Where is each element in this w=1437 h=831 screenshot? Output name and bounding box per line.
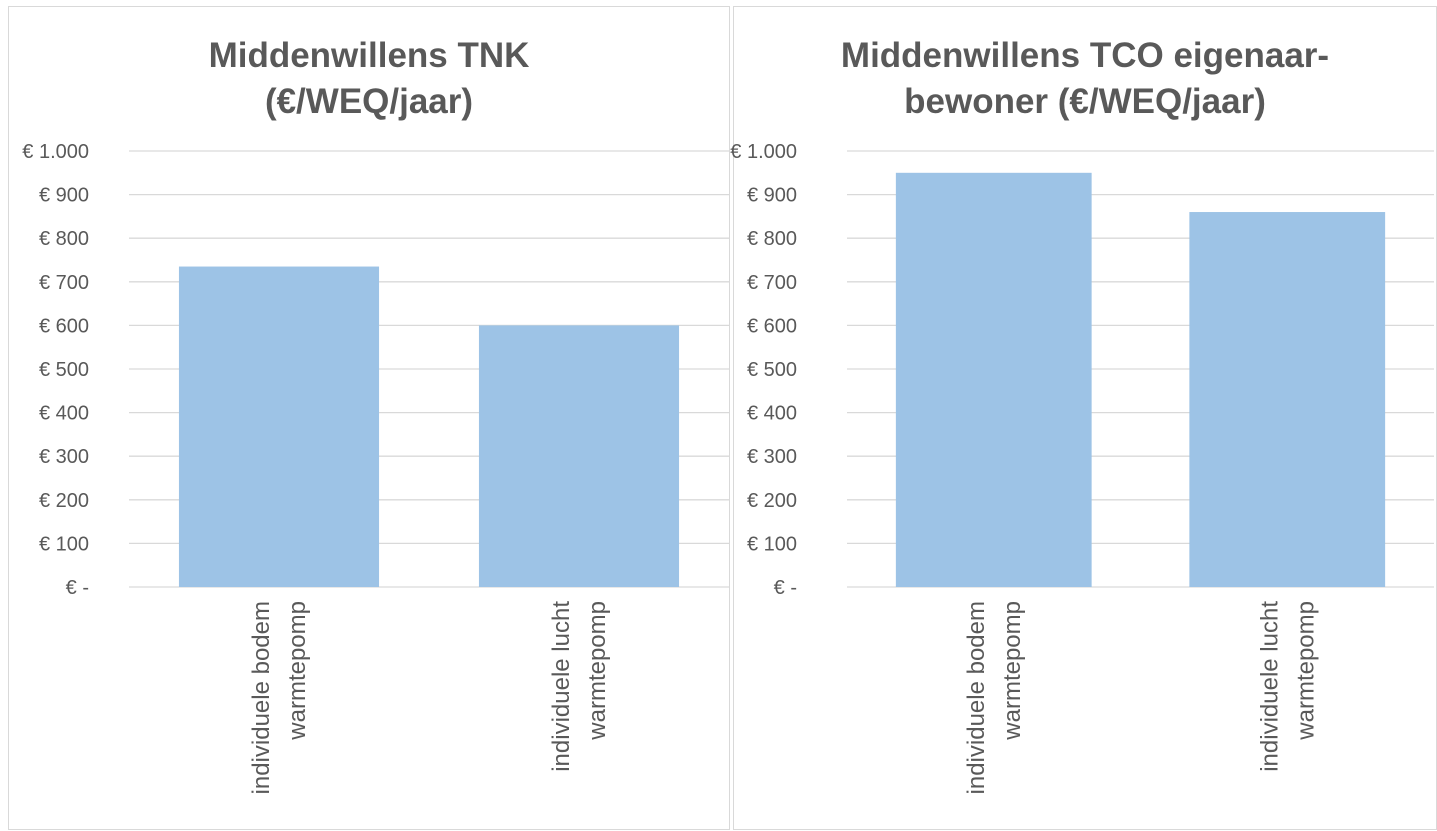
chart-title-line: bewoner (€/WEQ/jaar) — [904, 82, 1266, 121]
y-tick-label: € 100 — [747, 533, 797, 555]
x-category-label-line: individuele bodem — [963, 601, 990, 794]
y-tick-label: € 700 — [747, 272, 797, 294]
bar — [1189, 212, 1386, 588]
x-category-label: individuele lucht warmtepomp — [548, 601, 611, 772]
x-category-label-line: warmtepomp — [1292, 601, 1319, 741]
y-tick-label: € 1.000 — [730, 141, 797, 163]
x-category-label-line: individuele lucht — [1256, 601, 1283, 772]
y-tick-label: € 300 — [39, 446, 89, 468]
y-tick-label: € 400 — [747, 403, 797, 425]
chart-title-line: (€/WEQ/jaar) — [264, 82, 474, 121]
y-tick-label: € - — [66, 577, 89, 599]
y-tick-label: € 1.000 — [22, 141, 89, 163]
chart-title: Middenwillens TCO eigenaar- bewoner (€/W… — [734, 33, 1436, 125]
chart-title-line: Middenwillens TNK — [208, 36, 530, 75]
bar-chart-tco: € - € 100 € 200 € 300 € 400 € 500 € 600 € 700 € … — [730, 141, 1434, 794]
x-category-label: individuele bodem warmtepomp — [963, 601, 1026, 794]
y-tick-label: € 500 — [747, 359, 797, 381]
bar — [178, 266, 380, 587]
x-category-label-line: individuele lucht — [548, 601, 575, 772]
x-category-label: individuele bodem warmtepomp — [248, 601, 311, 794]
y-tick-label: € 400 — [39, 403, 89, 425]
chart-title: Middenwillens TNK (€/WEQ/jaar) — [9, 33, 729, 125]
y-tick-label: € 900 — [39, 185, 89, 207]
x-category-label-line: warmtepomp — [584, 601, 611, 741]
y-tick-label: € 700 — [39, 272, 89, 294]
x-category-label-line: individuele bodem — [248, 601, 275, 794]
y-tick-label: € 500 — [39, 359, 89, 381]
y-tick-label: € 600 — [39, 315, 89, 337]
y-tick-label: € - — [774, 577, 797, 599]
y-tick-label: € 800 — [39, 228, 89, 250]
x-category-label-line: warmtepomp — [999, 601, 1026, 741]
bar — [895, 172, 1092, 588]
y-tick-label: € 300 — [747, 446, 797, 468]
y-tick-label: € 200 — [39, 490, 89, 512]
y-tick-label: € 100 — [39, 533, 89, 555]
chart-panel-tnk: Middenwillens TNK (€/WEQ/jaar) € - € 100 €… — [8, 6, 730, 830]
chart-panel-tco: Middenwillens TCO eigenaar- bewoner (€/W… — [730, 6, 1437, 830]
y-tick-label: € 600 — [747, 315, 797, 337]
y-tick-label: € 200 — [747, 490, 797, 512]
x-category-label-line: warmtepomp — [284, 601, 311, 741]
chart-title-line: Middenwillens TCO eigenaar- — [840, 36, 1330, 75]
y-tick-label: € 800 — [747, 228, 797, 250]
bar — [478, 325, 680, 587]
y-tick-label: € 900 — [747, 185, 797, 207]
bar-chart-tnk: € - € 100 € 200 € 300 € 400 € 500 € 600 € 700 € … — [22, 141, 729, 794]
x-category-label: individuele lucht warmtepomp — [1256, 601, 1319, 772]
